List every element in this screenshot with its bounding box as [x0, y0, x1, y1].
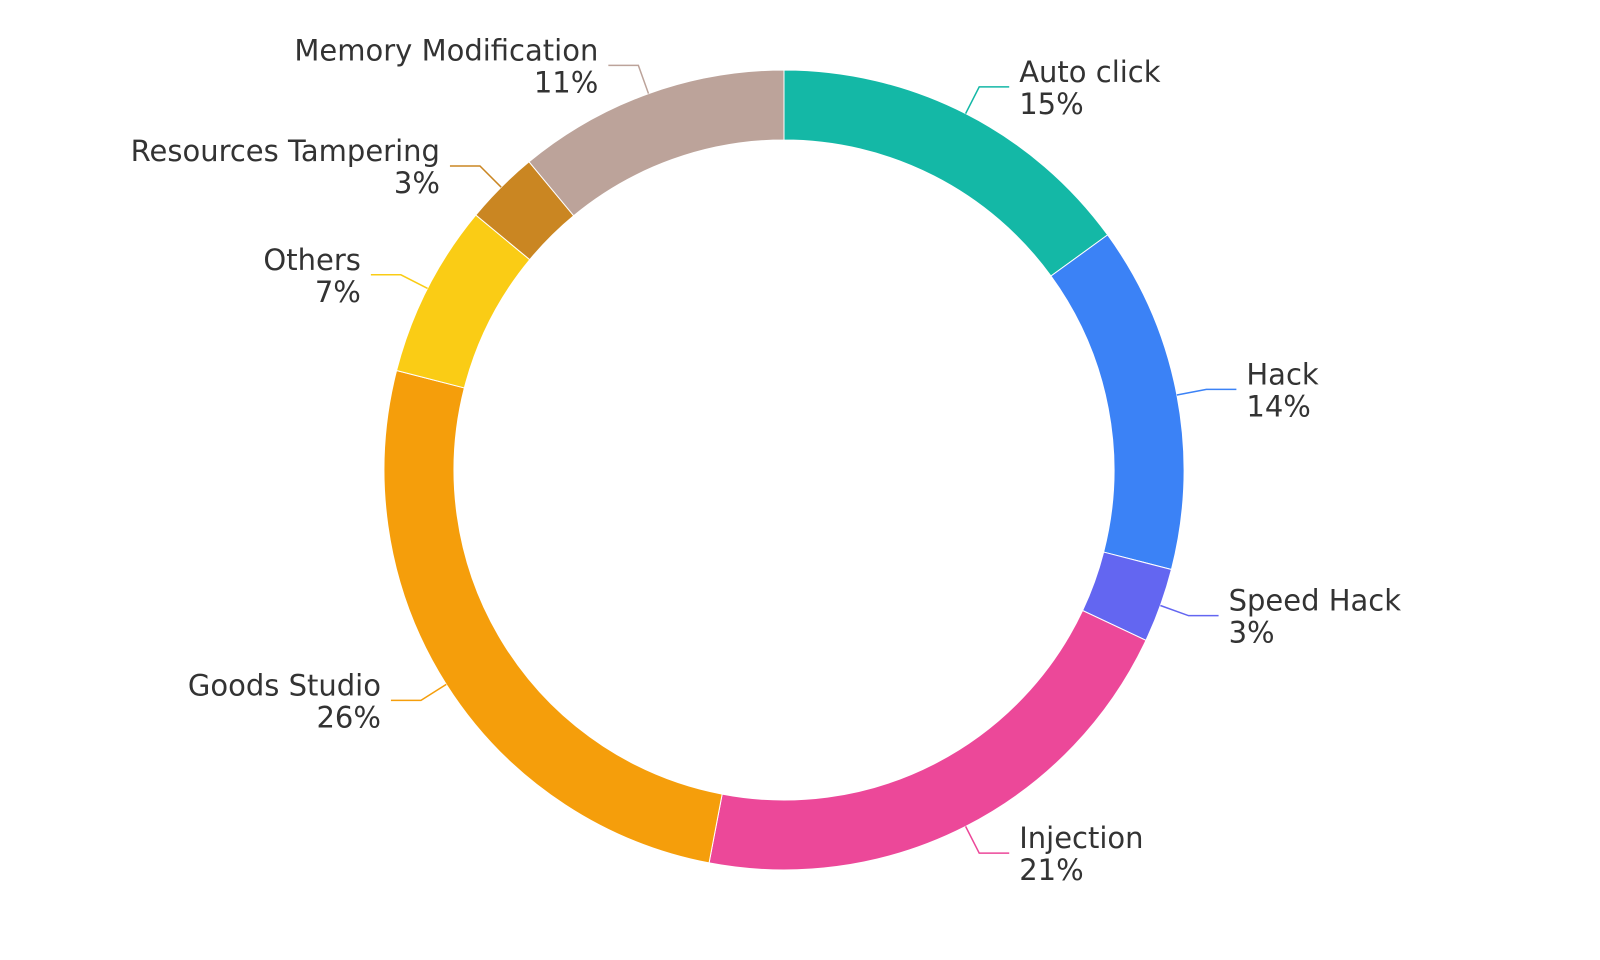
slice-label-percent: 7%: [315, 275, 361, 309]
slice-memory-modification[interactable]: [528, 69, 785, 217]
leader-line: [1176, 388, 1237, 396]
slice-label-name: Auto click: [1019, 55, 1161, 89]
leader-line: [370, 274, 428, 290]
slice-label-percent: 15%: [1019, 87, 1083, 121]
slice-label-name: Memory Modification: [294, 33, 598, 67]
slice-label-name: Injection: [1019, 821, 1143, 855]
slice-label-name: Speed Hack: [1229, 584, 1402, 618]
slice-label-name: Hack: [1246, 357, 1319, 391]
slice-label-percent: 3%: [394, 166, 440, 200]
slice-label-percent: 14%: [1246, 389, 1310, 423]
leader-line: [390, 683, 447, 702]
slice-label-percent: 26%: [316, 700, 380, 734]
slice-hack[interactable]: [1050, 234, 1185, 571]
leader-line: [964, 826, 1010, 854]
leader-line: [964, 86, 1010, 114]
slice-label-percent: 21%: [1019, 853, 1083, 887]
slice-label-name: Goods Studio: [188, 668, 381, 702]
slice-goods-studio[interactable]: [383, 369, 723, 864]
slice-label-percent: 11%: [534, 65, 598, 99]
leader-line: [1160, 604, 1219, 617]
slice-label-percent: 3%: [1229, 616, 1275, 650]
slice-label-name: Resources Tampering: [131, 134, 440, 168]
leader-line: [608, 64, 650, 94]
slice-label-name: Others: [263, 243, 360, 277]
leader-line: [449, 165, 502, 188]
